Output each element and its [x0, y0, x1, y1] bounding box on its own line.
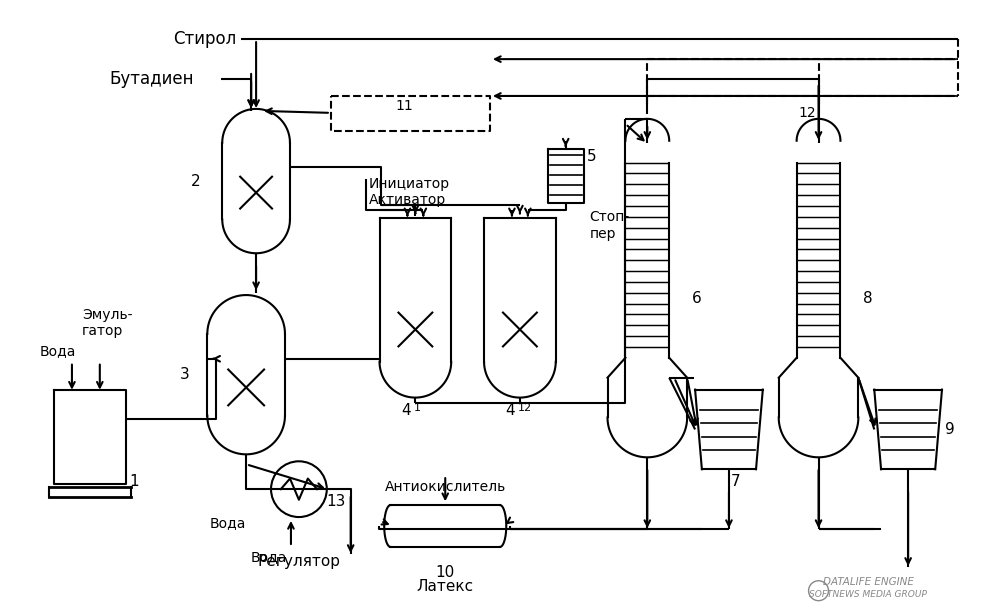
Text: Эмуль-
гатор: Эмуль- гатор: [82, 308, 132, 338]
Text: 5: 5: [587, 149, 597, 164]
Text: Антиокислитель: Антиокислитель: [384, 480, 506, 494]
Text: Вода: Вода: [251, 550, 288, 564]
Text: Вода: Вода: [210, 516, 246, 530]
Text: Активатор: Активатор: [369, 193, 446, 208]
Text: 1: 1: [129, 474, 139, 489]
Text: SOFTNEWS MEDIA GROUP: SOFTNEWS MEDIA GROUP: [810, 589, 927, 599]
Text: Бутадиен: Бутадиен: [109, 70, 193, 88]
Text: 3: 3: [179, 367, 189, 382]
Text: DATALIFE ENGINE: DATALIFE ENGINE: [823, 577, 913, 587]
Text: 6: 6: [692, 290, 702, 306]
Text: Стирол: Стирол: [173, 30, 236, 49]
Text: 12: 12: [799, 106, 817, 120]
Text: 7: 7: [731, 474, 741, 489]
Text: 4: 4: [400, 403, 410, 418]
Text: Стоп-
пер: Стоп- пер: [590, 211, 629, 241]
Text: 13: 13: [327, 494, 347, 509]
Text: 1: 1: [413, 403, 420, 413]
Text: 4: 4: [505, 403, 515, 418]
Text: 11: 11: [395, 99, 413, 113]
Text: 9: 9: [945, 422, 955, 437]
Text: 12: 12: [518, 403, 532, 413]
Text: Вода: Вода: [40, 344, 77, 358]
Text: Инициатор: Инициатор: [369, 177, 450, 190]
Text: Регулятор: Регулятор: [257, 554, 341, 569]
Text: Латекс: Латекс: [416, 579, 474, 594]
Text: 10: 10: [435, 565, 455, 580]
Text: 8: 8: [864, 290, 872, 306]
Text: 2: 2: [190, 174, 200, 188]
